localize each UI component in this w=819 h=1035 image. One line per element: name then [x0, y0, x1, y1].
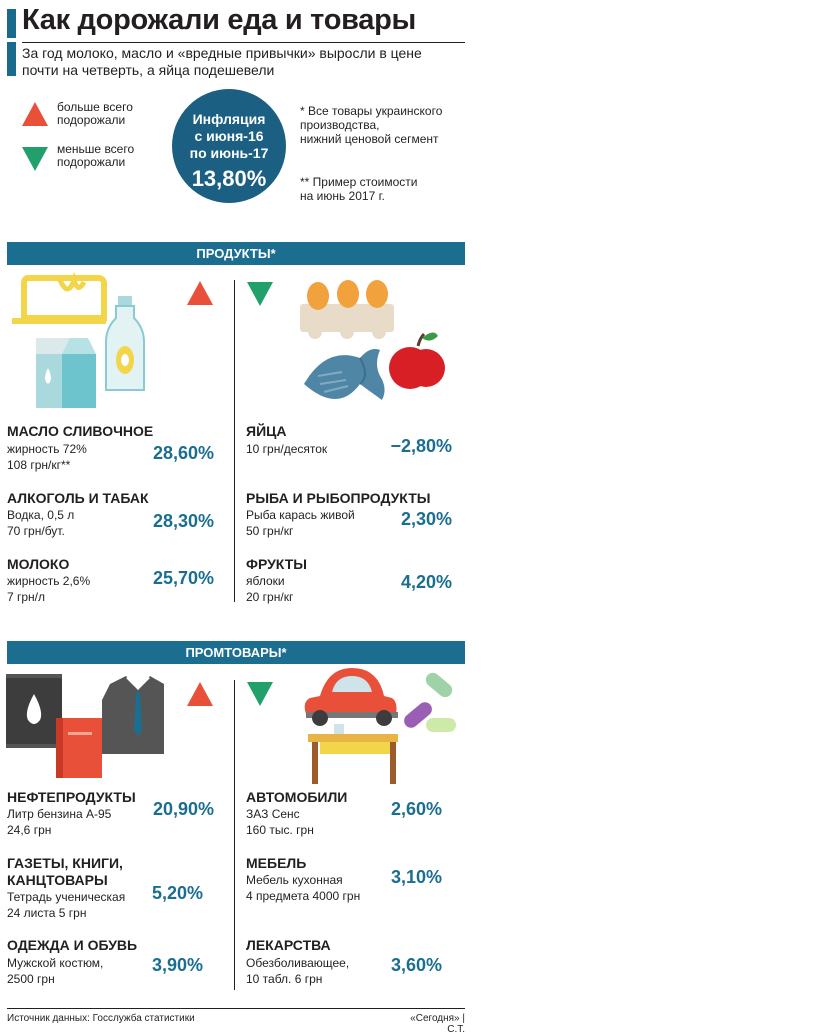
item-name: АВТОМОБИЛИ [246, 789, 348, 805]
item-name: ГАЗЕТЫ, КНИГИ, КАНЦТОВАРЫ [7, 855, 123, 888]
column-divider [234, 280, 235, 602]
book-icon [56, 718, 102, 778]
apple-icon [389, 332, 445, 389]
up-arrow-icon [22, 102, 48, 126]
down-arrow-icon [22, 147, 48, 171]
title-divider [22, 42, 465, 43]
item-name: ФРУКТЫ [246, 556, 307, 572]
item-detail: жирность 72% 108 грн/кг** [7, 442, 87, 472]
pills-icon [404, 672, 456, 732]
oil-barrel-icon [6, 674, 62, 748]
item-name: НЕФТЕПРОДУКТЫ [7, 789, 136, 805]
item-detail: 10 грн/десяток [246, 442, 328, 456]
subtitle-accent-bar [7, 42, 16, 76]
item-value: 28,30% [152, 511, 214, 531]
milk-carton-icon [36, 338, 96, 408]
barrel-book-suit-illustration [6, 674, 164, 778]
up-arrow-icon [187, 682, 213, 706]
credit: «Сегодня» | С.Т. [410, 1013, 465, 1035]
item-name: МАСЛО СЛИВОЧНОЕ [7, 423, 154, 439]
up-arrow-icon [187, 281, 213, 305]
section-header-goods: ПРОМТОВАРЫ* [7, 641, 465, 664]
eggs-icon [300, 280, 394, 339]
car-icon [304, 668, 398, 726]
item-name: ЯЙЦА [246, 423, 287, 439]
item-name: АЛКОГОЛЬ И ТАБАК [7, 490, 149, 506]
item-detail: Литр бензина А-95 24,6 грн [7, 807, 112, 837]
column-divider [234, 680, 235, 990]
footnote-price-example: ** Пример стоимости на июнь 2017 г. [300, 175, 418, 203]
item-value: 3,60% [390, 955, 442, 975]
item-detail: Мужской костюм, 2500 грн [7, 956, 104, 986]
item-name: ЛЕКАРСТВА [246, 937, 331, 953]
inflation-value: 13,80% [191, 166, 267, 191]
butter-milk-bottle-illustration [12, 272, 145, 408]
item-detail: жирность 2,6% 7 грн/л [7, 574, 91, 604]
item-value: 3,90% [151, 955, 203, 975]
suit-icon [102, 676, 164, 754]
item-detail: Тетрадь ученическая 24 листа 5 грн [7, 890, 126, 920]
table-icon [308, 724, 398, 784]
item-value: −2,80% [390, 436, 452, 456]
page-title: Как дорожали еда и товары [22, 4, 416, 36]
page-subtitle: За год молоко, масло и «вредные привычки… [22, 45, 422, 78]
source-note: Источник данных: Госслужба статистики [7, 1013, 195, 1024]
item-detail: яблоки 20 грн/кг [246, 574, 294, 604]
title-accent-bar [7, 9, 16, 38]
item-detail: Мебель кухонная 4 предмета 4000 грн [246, 873, 361, 903]
item-detail: ЗАЗ Сенс 160 тыс. грн [246, 807, 314, 837]
legend-down-label: меньше всего подорожали [57, 142, 135, 169]
item-detail: Обезболивающее, 10 табл. 6 грн [246, 956, 350, 986]
bottle-icon [105, 296, 145, 391]
down-arrow-icon [247, 282, 273, 306]
item-value: 2,30% [400, 509, 452, 529]
butter-icon [12, 272, 107, 324]
footer-divider [7, 1008, 465, 1009]
inflation-label: Инфляция с июня-16 по июнь-17 [189, 111, 269, 161]
item-value: 2,60% [390, 799, 442, 819]
item-value: 28,60% [152, 443, 214, 463]
item-value: 5,20% [151, 883, 203, 903]
section-header-products: ПРОДУКТЫ* [7, 242, 465, 265]
item-name: РЫБА И РЫБОПРОДУКТЫ [246, 490, 431, 506]
item-value: 3,10% [390, 867, 442, 887]
item-detail: Водка, 0,5 л 70 грн/бут. [7, 508, 75, 538]
item-value: 25,70% [152, 568, 214, 588]
fish-icon [304, 349, 385, 400]
item-value: 4,20% [400, 572, 452, 592]
footnote-products: * Все товары украинского производства, н… [300, 104, 443, 146]
item-name: МЕБЕЛЬ [246, 855, 307, 871]
inflation-badge: Инфляция с июня-16 по июнь-17 13,80% [172, 89, 286, 203]
item-name: ОДЕЖДА И ОБУВЬ [7, 937, 138, 953]
legend-up-label: больше всего подорожали [57, 100, 133, 127]
item-detail: Рыба карась живой 50 грн/кг [246, 508, 355, 538]
item-name: МОЛОКО [7, 556, 70, 572]
item-value: 20,90% [152, 799, 214, 819]
car-table-pills-illustration [304, 668, 456, 784]
down-arrow-icon [247, 682, 273, 706]
eggs-fish-apple-illustration [300, 280, 445, 400]
